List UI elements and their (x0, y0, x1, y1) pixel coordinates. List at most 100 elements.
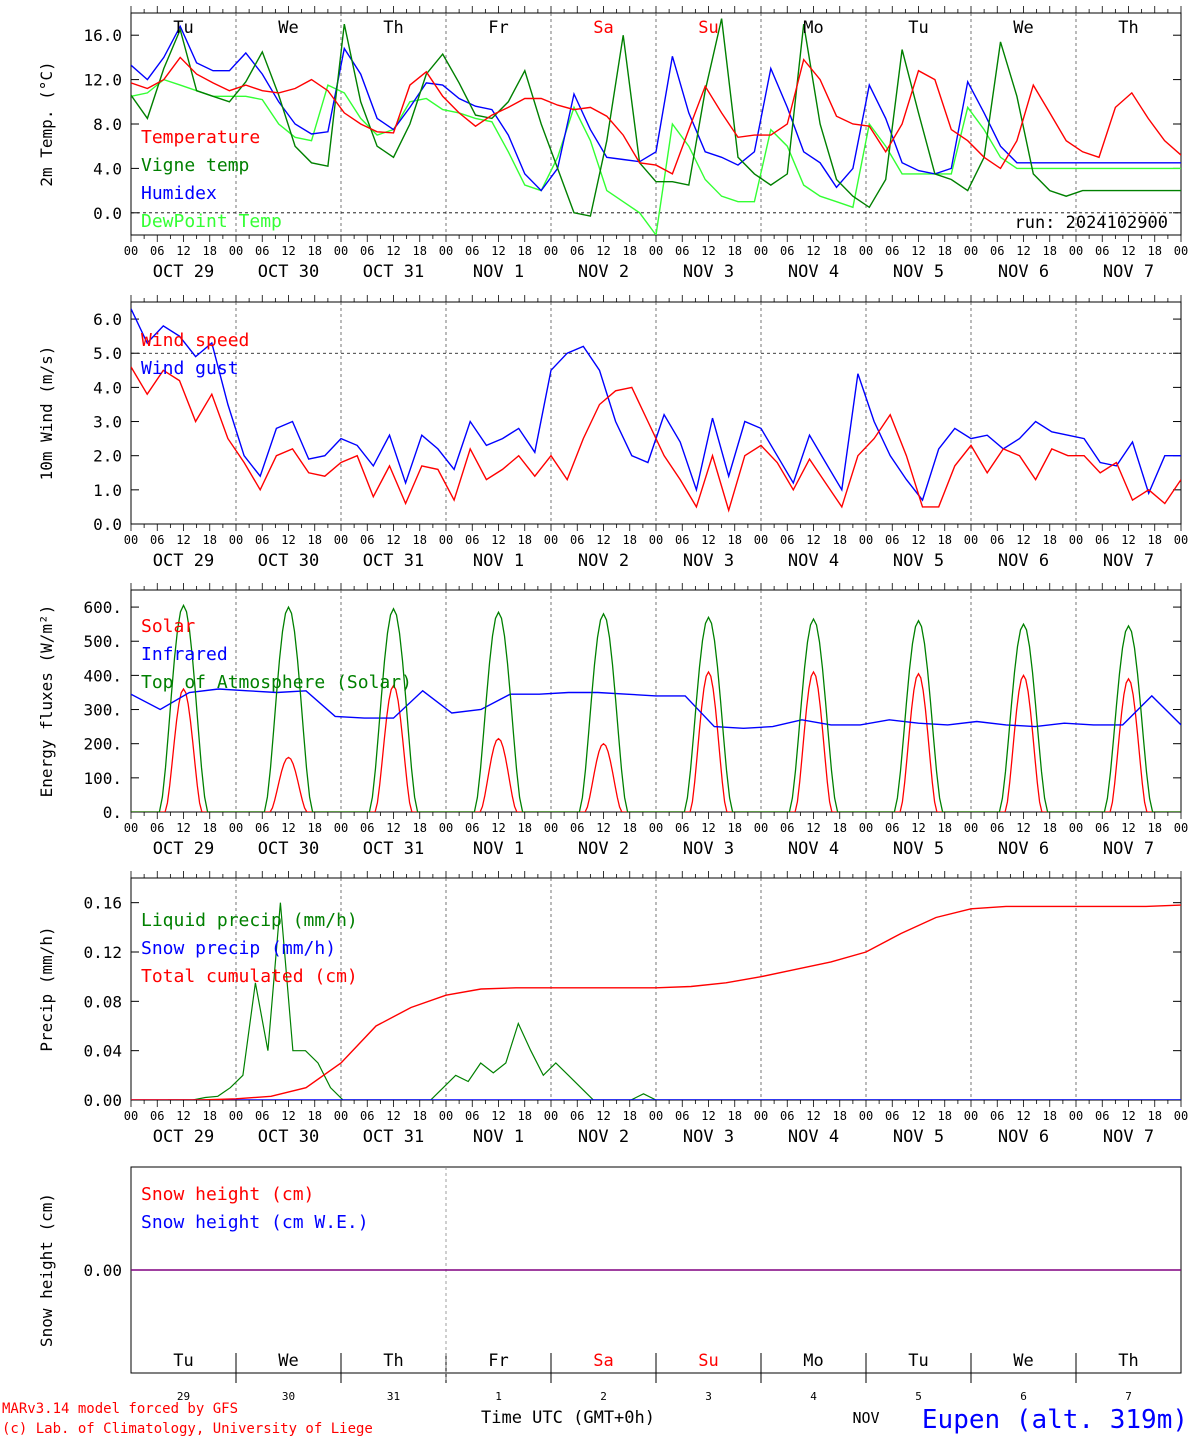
hour-label: 12 (491, 1109, 505, 1123)
hour-label: 06 (150, 821, 164, 835)
hour-label: 06 (255, 821, 269, 835)
day-name: Sa (593, 1351, 613, 1371)
hour-label: 06 (1095, 1109, 1109, 1123)
hour-label: 06 (990, 821, 1004, 835)
legend-entry: DewPoint Temp (141, 211, 282, 232)
hour-label: 18 (833, 244, 847, 258)
day-name: We (1013, 1351, 1033, 1371)
series-line-2 (131, 24, 1181, 192)
day-name: Th (383, 18, 403, 38)
legend-entry: Solar (141, 616, 195, 637)
hour-label: 00 (124, 1109, 138, 1123)
hour-label: 06 (150, 1109, 164, 1123)
day-name: Tu (173, 18, 193, 38)
date-label: NOV 2 (578, 262, 629, 282)
date-label: OCT 31 (363, 1127, 424, 1147)
legend-entry: Liquid precip (mm/h) (141, 910, 358, 931)
hour-label: 06 (570, 1109, 584, 1123)
hour-label: 18 (308, 821, 322, 835)
date-label: NOV 6 (998, 1127, 1049, 1147)
hour-label: 06 (360, 244, 374, 258)
hour-label: 00 (964, 1109, 978, 1123)
y-axis-label: Precip (mm/h) (37, 926, 56, 1051)
y-axis-label: Snow height (cm) (37, 1193, 56, 1347)
y-tick-label: 4.0 (93, 159, 122, 178)
series-line-2 (131, 603, 1181, 812)
series-line-0 (131, 56, 1181, 175)
date-label: NOV 2 (578, 1127, 629, 1147)
panel-1: 00 06 12 18 00 06 12 18 00 06 12 18 00 06 12 18 00 06 12 18… (37, 6, 1188, 282)
series-line-2 (131, 904, 1181, 1100)
day-number: 1 (495, 1390, 502, 1403)
day-number: 30 (282, 1390, 295, 1403)
plot-area (131, 902, 1181, 1100)
date-label: NOV 7 (1103, 262, 1154, 282)
hour-label: 06 (150, 244, 164, 258)
hour-label: 12 (701, 533, 715, 547)
month-label: NOV (852, 1409, 879, 1427)
series-line-1 (131, 688, 1181, 730)
day-name: Tu (173, 1351, 193, 1371)
station-label: Eupen (alt. 319m) (922, 1405, 1188, 1435)
date-label: NOV 3 (683, 839, 734, 859)
y-tick-label: 16.0 (83, 26, 122, 45)
y-tick-label: 2.0 (93, 447, 122, 466)
hour-label: 00 (754, 821, 768, 835)
date-label: NOV 4 (788, 551, 839, 571)
hour-label: 06 (1095, 244, 1109, 258)
y-axis-label: 10m Wind (m/s) (37, 346, 56, 481)
hour-label: 12 (386, 533, 400, 547)
series-line-1 (131, 18, 1181, 217)
date-label: NOV 1 (473, 262, 524, 282)
hour-label: 18 (833, 821, 847, 835)
hour-label: 12 (281, 244, 295, 258)
date-label: OCT 31 (363, 839, 424, 859)
hour-label: 18 (938, 1109, 952, 1123)
hour-label: 00 (229, 821, 243, 835)
date-label: NOV 4 (788, 262, 839, 282)
y-tick-label: 0. (103, 803, 122, 822)
hour-label: 18 (413, 821, 427, 835)
hour-label: 18 (728, 533, 742, 547)
legend-entry: Snow precip (mm/h) (141, 938, 336, 959)
hour-label: 06 (255, 1109, 269, 1123)
y-axis-label: 2m Temp. (°C) (37, 61, 56, 186)
hour-label: 18 (623, 821, 637, 835)
hour-label: 06 (780, 244, 794, 258)
hour-label: 18 (1148, 533, 1162, 547)
x-axis-title: Time UTC (GMT+0h) (481, 1408, 655, 1428)
day-name: Th (1118, 1351, 1138, 1371)
hour-label: 00 (649, 1109, 663, 1123)
date-label: OCT 29 (153, 262, 214, 282)
hour-label: 06 (780, 1109, 794, 1123)
hour-label: 00 (544, 244, 558, 258)
hour-label: 12 (491, 533, 505, 547)
date-label: OCT 31 (363, 551, 424, 571)
hour-label: 18 (728, 244, 742, 258)
hour-label: 18 (518, 533, 532, 547)
hour-label: 06 (780, 821, 794, 835)
series-line-0 (131, 366, 1181, 513)
hour-label: 00 (754, 1109, 768, 1123)
hour-label: 00 (649, 244, 663, 258)
series-line-0 (131, 670, 1181, 812)
hour-label: 18 (938, 244, 952, 258)
hour-label: 00 (964, 533, 978, 547)
hour-label: 06 (570, 821, 584, 835)
y-tick-label: 0.0 (93, 204, 122, 223)
hour-label: 06 (885, 1109, 899, 1123)
hour-label: 06 (465, 821, 479, 835)
hour-label: 18 (1043, 1109, 1057, 1123)
hour-label: 00 (1069, 821, 1083, 835)
panel-3: 00 06 12 18 00 06 12 18 00 06 12 18 00 06 12 18 00 06 12 18… (37, 583, 1188, 859)
hour-label: 12 (806, 244, 820, 258)
hour-label: 12 (701, 821, 715, 835)
hour-label: 00 (964, 244, 978, 258)
hour-label: 12 (701, 1109, 715, 1123)
hour-label: 00 (439, 244, 453, 258)
day-number: 31 (387, 1390, 400, 1403)
hour-label: 18 (308, 244, 322, 258)
day-name: Sa (593, 18, 613, 38)
day-name: Tu (908, 18, 928, 38)
day-number: 3 (705, 1390, 712, 1403)
